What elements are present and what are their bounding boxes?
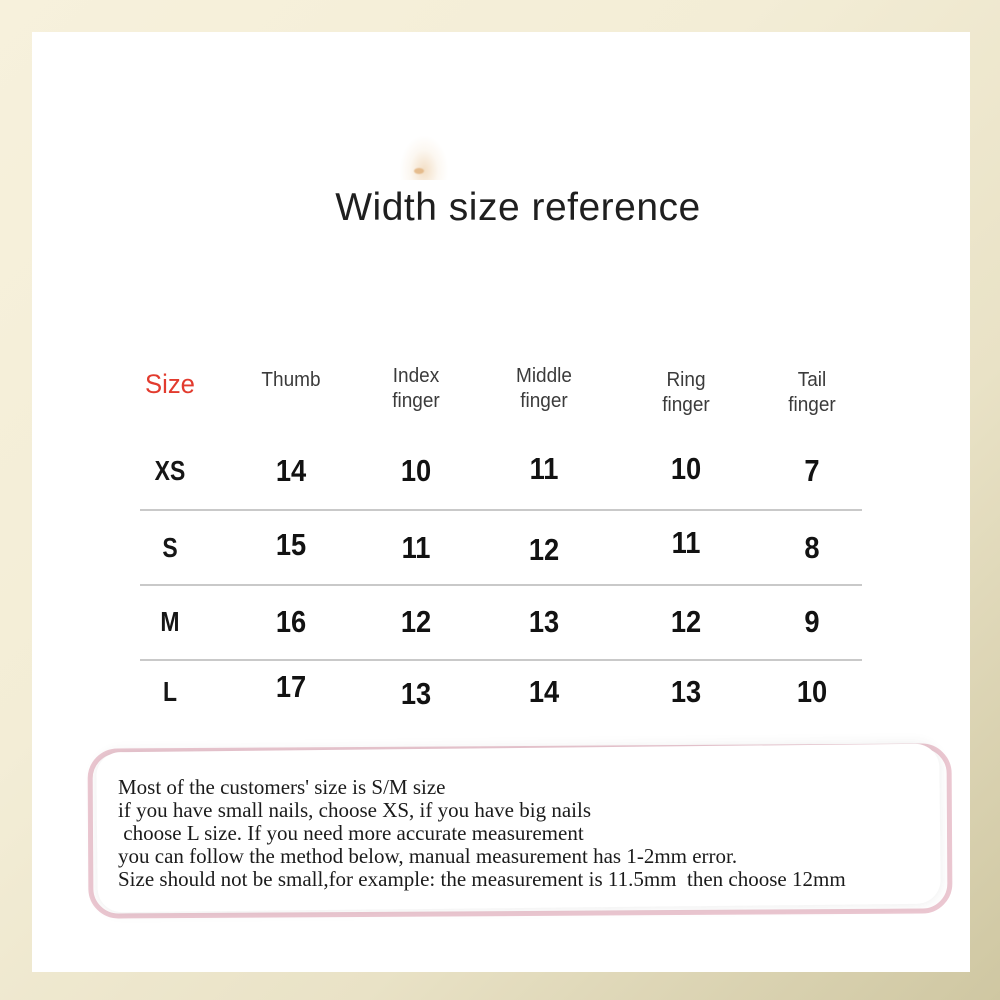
row-label: XS bbox=[154, 455, 186, 486]
col-header-size: Size bbox=[145, 369, 195, 399]
cell-value: 12 bbox=[670, 604, 702, 639]
row-label: S bbox=[162, 532, 178, 563]
note-line: if you have small nails, choose XS, if y… bbox=[118, 798, 592, 822]
note-line: Most of the customers' size is S/M size bbox=[118, 775, 446, 799]
cell-value: 13 bbox=[400, 676, 432, 711]
col-header-ring-finger: Ring finger bbox=[617, 368, 756, 432]
header-line-2: finger bbox=[662, 394, 710, 416]
note-line: Size should not be small,for example: th… bbox=[118, 867, 846, 891]
row-divider bbox=[140, 659, 862, 661]
row-label: L bbox=[162, 676, 178, 707]
page: Width size reference Size Thumb Index fi… bbox=[32, 32, 970, 972]
row-divider bbox=[140, 584, 862, 586]
cell-value: 11 bbox=[529, 451, 559, 486]
note-text: Most of the customers' size is S/M size … bbox=[118, 776, 928, 891]
cell-value: 10 bbox=[796, 674, 828, 709]
row-label: M bbox=[160, 606, 180, 637]
cell-value: 14 bbox=[275, 453, 307, 488]
table-row-m: M 16 12 13 12 9 bbox=[115, 600, 865, 644]
row-divider bbox=[140, 509, 862, 511]
col-header-thumb: Thumb bbox=[228, 368, 353, 432]
smudge-artifact bbox=[400, 136, 448, 180]
cell-value: 17 bbox=[275, 669, 307, 704]
table-row-l: L 17 13 14 13 10 bbox=[115, 669, 865, 714]
cell-value: 13 bbox=[528, 604, 560, 639]
header-line-1: Index bbox=[392, 365, 440, 387]
cell-value: 8 bbox=[804, 530, 820, 565]
cell-value: 14 bbox=[528, 674, 560, 709]
cell-value: 15 bbox=[275, 527, 307, 562]
cell-value: 11 bbox=[401, 530, 431, 565]
cell-value: 7 bbox=[804, 453, 820, 488]
cell-value: 9 bbox=[804, 604, 820, 639]
cell-value: 13 bbox=[670, 674, 702, 709]
cell-value: 10 bbox=[400, 453, 432, 488]
table-header-row: Size Thumb Index finger Middle finger Ri… bbox=[115, 365, 865, 432]
cell-value: 12 bbox=[528, 532, 560, 567]
note-line: you can follow the method below, manual … bbox=[118, 844, 738, 868]
note-line: choose L size. If you need more accurate… bbox=[118, 821, 584, 845]
cell-value: 11 bbox=[671, 525, 701, 560]
table-row-s: S 15 11 12 11 8 bbox=[115, 525, 865, 570]
header-line-1: Thumb bbox=[261, 369, 321, 391]
table-row-xs: XS 14 10 11 10 7 bbox=[115, 449, 865, 493]
cell-value: 16 bbox=[275, 604, 307, 639]
col-header-tail-finger: Tail finger bbox=[762, 368, 863, 432]
header-line-2: finger bbox=[392, 390, 440, 412]
header-line-2: finger bbox=[520, 390, 568, 412]
cell-value: 12 bbox=[400, 604, 432, 639]
header-line-1: Ring bbox=[666, 369, 706, 391]
col-header-middle-finger: Middle finger bbox=[478, 364, 609, 428]
smudge-dot bbox=[414, 168, 424, 174]
header-line-2: finger bbox=[788, 394, 836, 416]
cell-value: 10 bbox=[670, 451, 702, 486]
page-title: Width size reference bbox=[335, 186, 701, 229]
header-line-1: Tail bbox=[797, 369, 827, 391]
col-header-index-finger: Index finger bbox=[360, 364, 472, 428]
header-line-1: Middle bbox=[516, 365, 572, 387]
